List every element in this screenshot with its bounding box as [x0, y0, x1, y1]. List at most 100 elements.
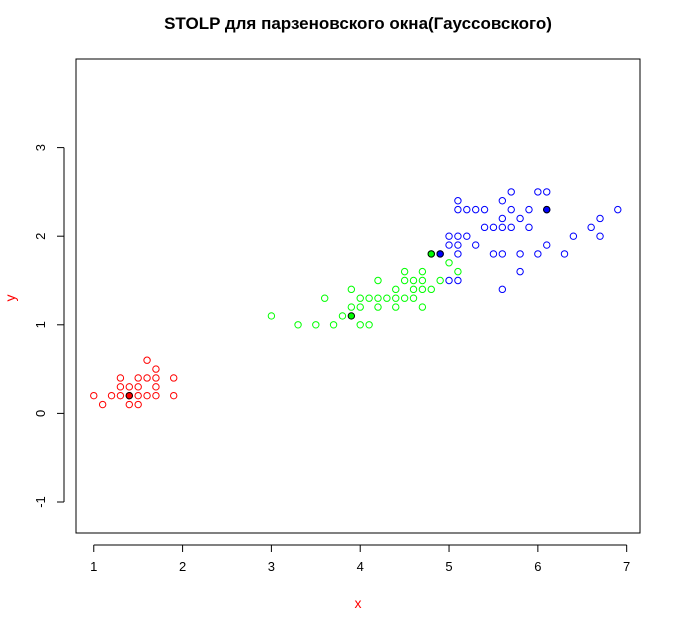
data-point-series-3: [516, 267, 524, 276]
data-point-series-2: [436, 276, 444, 285]
data-point-series-1: [152, 383, 160, 391]
plot-frame: [75, 58, 641, 534]
x-tick-label: 1: [90, 559, 97, 574]
data-point-series-1: [134, 383, 142, 391]
data-point-series-2: [329, 321, 338, 329]
data-point-series-3: [498, 285, 507, 294]
data-point-series-2: [356, 294, 364, 302]
data-point-series-3: [543, 241, 551, 249]
data-point-series-3: [543, 188, 551, 196]
data-point-series-2: [409, 276, 418, 285]
data-point-series-3: [454, 197, 462, 205]
data-point-series-1: [107, 391, 116, 400]
highlighted-point: [543, 205, 551, 214]
data-point-series-1: [134, 374, 142, 382]
y-tick-label: 0: [33, 410, 48, 417]
data-point-series-1: [125, 400, 133, 409]
data-points: [90, 188, 622, 409]
data-point-series-3: [454, 250, 462, 258]
data-point-series-2: [445, 259, 453, 267]
data-point-series-1: [143, 391, 151, 400]
data-point-series-3: [525, 223, 533, 232]
highlighted-point: [125, 391, 133, 400]
data-point-series-3: [445, 232, 453, 240]
data-point-series-3: [596, 232, 604, 240]
data-point-series-3: [507, 223, 515, 232]
data-point-series-1: [116, 374, 125, 382]
data-point-series-2: [320, 294, 329, 302]
data-point-series-2: [294, 321, 302, 329]
data-point-series-2: [383, 294, 391, 302]
data-point-series-3: [489, 223, 498, 232]
data-point-series-3: [454, 241, 462, 249]
data-point-series-3: [471, 205, 480, 214]
data-point-series-3: [454, 205, 462, 214]
data-point-series-1: [134, 400, 142, 409]
x-tick-label: 5: [445, 559, 452, 574]
data-point-series-2: [374, 303, 382, 311]
x-tick-label: 7: [623, 559, 630, 574]
data-point-series-3: [534, 250, 542, 258]
data-point-series-2: [392, 303, 400, 311]
data-point-series-3: [445, 241, 453, 249]
data-point-series-3: [463, 205, 471, 214]
data-point-series-3: [480, 223, 489, 232]
data-point-series-1: [170, 391, 178, 400]
highlighted-point: [347, 312, 356, 320]
highlighted-point: [427, 250, 435, 258]
data-point-series-2: [418, 303, 427, 311]
highlighted-point: [436, 250, 444, 258]
x-tick-label: 6: [534, 559, 541, 574]
data-point-series-3: [498, 214, 507, 223]
x-axis: 1 2 3 4 5 6 7: [90, 544, 630, 574]
data-point-series-2: [427, 285, 435, 294]
chart-title: STOLP для парзеновского окна(Гауссовског…: [164, 14, 552, 33]
data-point-series-2: [409, 285, 418, 294]
data-point-series-2: [392, 294, 400, 302]
data-point-series-2: [418, 267, 427, 276]
data-point-series-1: [152, 365, 160, 373]
data-point-series-2: [400, 294, 409, 302]
data-point-series-3: [454, 232, 462, 240]
x-tick-label: 3: [268, 559, 275, 574]
data-point-series-3: [516, 250, 524, 258]
data-point-series-3: [480, 205, 489, 214]
y-tick-label: -1: [33, 496, 48, 508]
data-point-series-2: [338, 312, 347, 320]
data-point-series-3: [614, 205, 622, 214]
data-point-series-1: [116, 391, 125, 400]
data-point-series-3: [560, 250, 569, 258]
data-point-series-2: [418, 285, 427, 294]
data-point-series-3: [471, 241, 480, 249]
data-point-series-1: [143, 374, 151, 382]
data-point-series-1: [116, 383, 125, 391]
data-point-series-2: [267, 312, 276, 320]
data-point-series-2: [454, 267, 462, 276]
data-point-series-2: [365, 321, 373, 329]
data-point-series-1: [98, 400, 107, 409]
data-point-series-2: [347, 303, 356, 311]
data-point-series-2: [365, 294, 373, 302]
data-point-series-3: [587, 223, 595, 232]
data-point-series-3: [525, 205, 533, 214]
data-point-series-2: [374, 294, 382, 302]
data-point-series-2: [400, 267, 409, 276]
x-tick-label: 2: [179, 559, 186, 574]
y-tick-label: 3: [33, 144, 48, 151]
data-point-series-2: [356, 321, 364, 329]
data-point-series-3: [445, 276, 453, 285]
data-point-series-3: [498, 197, 507, 205]
data-point-series-2: [418, 276, 427, 285]
data-point-series-3: [454, 276, 462, 285]
data-point-series-2: [409, 294, 418, 302]
data-point-series-3: [596, 214, 604, 223]
data-point-series-3: [507, 205, 515, 214]
data-point-series-3: [507, 188, 515, 196]
y-tick-label: 1: [33, 321, 48, 328]
data-point-series-2: [347, 285, 356, 294]
data-point-series-2: [312, 321, 320, 329]
data-point-series-1: [134, 391, 142, 400]
x-tick-label: 4: [357, 559, 364, 574]
data-point-series-3: [489, 250, 498, 258]
